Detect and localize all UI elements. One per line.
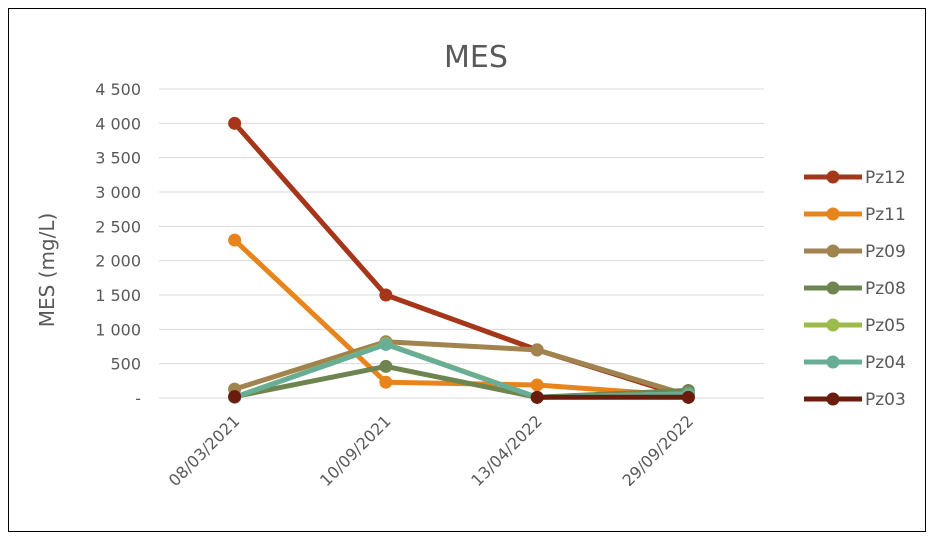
data-point — [530, 343, 544, 357]
y-tick-label: 3 500 — [95, 149, 141, 168]
legend-marker — [826, 207, 840, 221]
y-tick-label: 1 500 — [95, 286, 141, 305]
data-point — [530, 390, 544, 404]
gridlines — [159, 88, 764, 399]
legend-label: Pz09 — [865, 242, 906, 262]
data-point — [228, 390, 242, 404]
y-tick-label: 1 000 — [95, 320, 141, 339]
series-pz03 — [228, 390, 695, 404]
data-point — [379, 337, 393, 351]
x-tick-label: 29/09/2022 — [619, 411, 698, 490]
series-lines — [228, 116, 695, 404]
line-chart: MES MES (mg/L) - 500 1 000 1 500 2 000 2 500 3… — [35, 40, 906, 490]
legend-item: Pz09 — [804, 242, 906, 262]
x-tick-label: 13/04/2022 — [467, 411, 546, 490]
series-line — [233, 339, 690, 398]
legend-item: Pz08 — [804, 279, 906, 299]
data-point — [228, 233, 242, 247]
data-point — [379, 288, 393, 302]
legend-label: Pz03 — [865, 390, 906, 410]
legend-label: Pz12 — [865, 168, 906, 188]
legend-label: Pz08 — [865, 279, 906, 299]
legend-item: Pz05 — [804, 316, 906, 336]
y-tick-label: 2 500 — [95, 217, 141, 236]
legend: Pz12 Pz11 Pz09 Pz08 Pz05 Pz04 Pz03 — [804, 168, 906, 410]
chart-frame: MES MES (mg/L) - 500 1 000 1 500 2 000 2 500 3… — [8, 8, 926, 532]
legend-label: Pz05 — [865, 316, 906, 336]
data-point — [379, 359, 393, 373]
legend-marker — [826, 318, 840, 332]
x-axis-ticks: 08/03/2021 10/09/2021 13/04/2022 29/09/2022 — [165, 411, 697, 490]
x-tick-label: 10/09/2021 — [316, 411, 395, 490]
legend-item: Pz03 — [804, 390, 906, 410]
legend-marker — [826, 355, 840, 369]
y-tick-label: 4 000 — [95, 114, 141, 133]
x-tick-label: 08/03/2021 — [165, 411, 244, 490]
data-point — [530, 378, 544, 392]
data-point — [228, 116, 242, 130]
y-axis-ticks: - 500 1 000 1 500 2 000 2 500 3 000 3 500 4 000 4… — [95, 80, 141, 408]
legend-marker — [826, 244, 840, 258]
y-tick-label: 2 000 — [95, 252, 141, 271]
legend-label: Pz11 — [865, 205, 906, 225]
data-point — [379, 375, 393, 389]
legend-item: Pz04 — [804, 353, 906, 373]
y-axis-title: MES (mg/L) — [35, 213, 59, 328]
y-tick-label: 500 — [110, 355, 141, 374]
y-tick-label: - — [135, 389, 141, 408]
legend-marker — [826, 392, 840, 406]
data-point — [681, 390, 695, 404]
legend-item: Pz12 — [804, 168, 906, 188]
y-tick-label: 4 500 — [95, 80, 141, 99]
legend-marker — [826, 281, 840, 295]
legend-item: Pz11 — [804, 205, 906, 225]
legend-marker — [826, 170, 840, 184]
y-tick-label: 3 000 — [95, 183, 141, 202]
legend-label: Pz04 — [865, 353, 906, 373]
chart-title: MES — [444, 40, 508, 75]
